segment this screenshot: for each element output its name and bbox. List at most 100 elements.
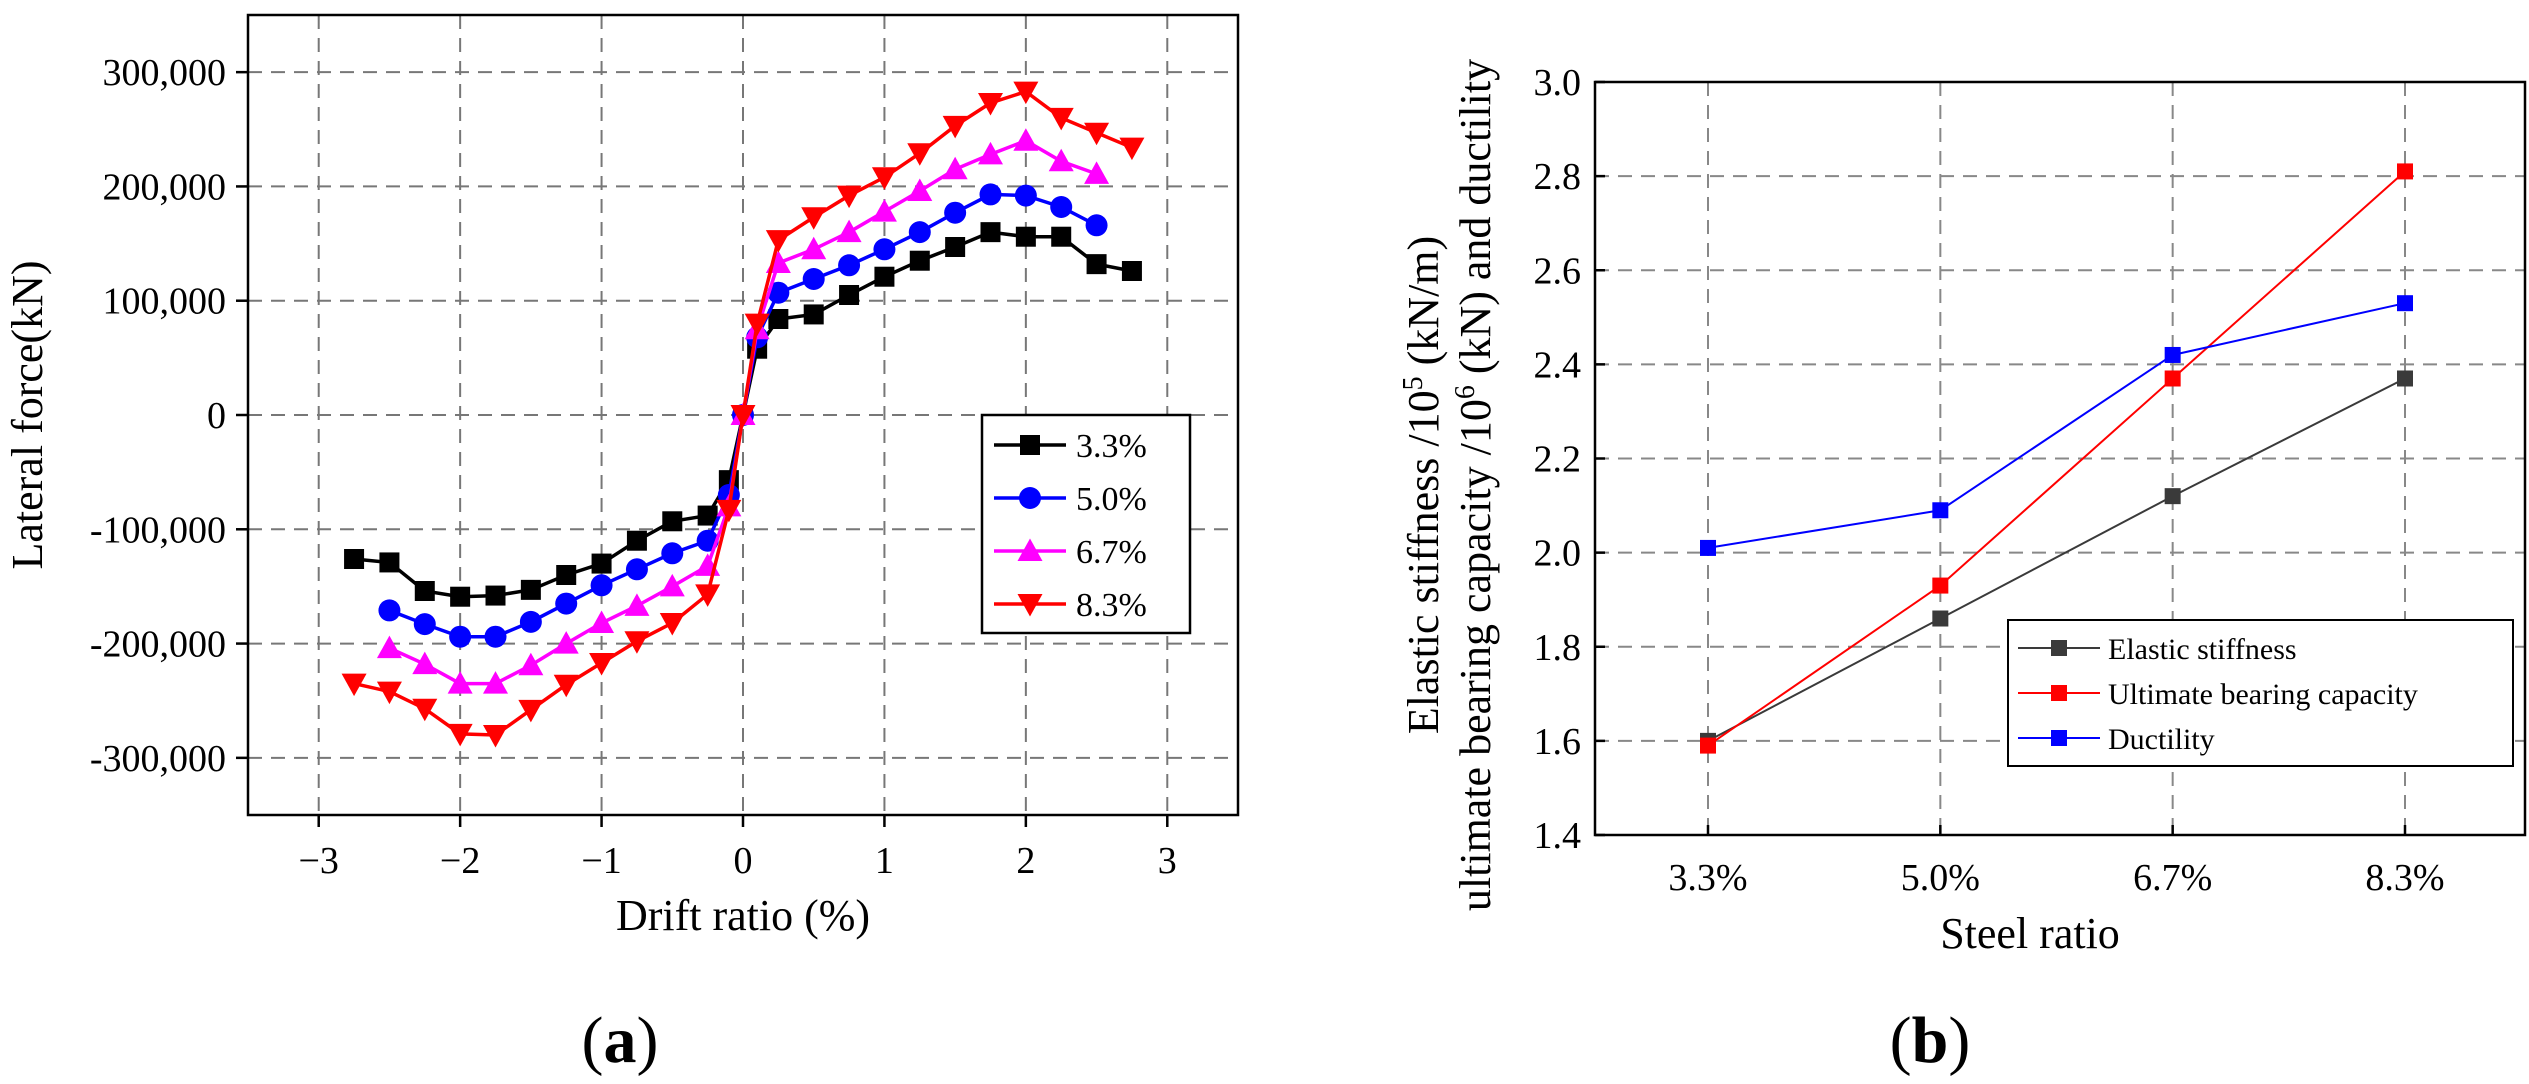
panel-label-b: (b) [1890, 1004, 1971, 1077]
data-point [1084, 161, 1110, 184]
data-point [2397, 370, 2413, 387]
data-point [1700, 737, 1716, 754]
data-point [942, 156, 968, 180]
data-point [802, 268, 825, 290]
data-point [589, 653, 615, 676]
legend-label: Ultimate bearing capacity [2108, 678, 2418, 711]
data-point [483, 671, 508, 694]
x-axis-label-b: Steel ratio [1940, 909, 2120, 958]
data-point [1051, 226, 1072, 247]
chart-panel-a: −3 −2 −1 0 1 2 3 -300,000 -200,000 -100,000 0 100,0… [3, 13, 1240, 940]
data-point [744, 313, 770, 337]
data-point [907, 178, 933, 201]
data-point [447, 671, 473, 694]
data-point [945, 237, 966, 257]
data-point [767, 281, 790, 304]
data-point [1013, 128, 1039, 151]
data-point [626, 530, 647, 551]
y-axis-label-b-line1: Elastic stiffness /105 (kN/m) [1398, 236, 1448, 734]
y-tick-label: 200,000 [103, 166, 227, 208]
legend-label: 3.3% [1076, 428, 1147, 465]
data-point [555, 592, 578, 615]
y-tick-label: 1.4 [1534, 815, 1582, 857]
data-point [1086, 254, 1107, 275]
data-point [449, 625, 472, 648]
x-tick-label: 3.3% [1668, 857, 1747, 899]
data-point [556, 565, 577, 585]
data-point [2164, 346, 2181, 363]
data-point [520, 579, 541, 600]
data-point [624, 593, 650, 616]
legend-marker [1019, 487, 1041, 509]
data-point [483, 725, 508, 748]
x-tick-label: 6.7% [2133, 857, 2212, 899]
x-tick-label: 1 [875, 840, 894, 882]
data-point [1932, 577, 1949, 594]
y-tick-label: 0 [207, 395, 226, 437]
legend-marker [1020, 435, 1040, 455]
data-point [341, 673, 367, 697]
data-point [1048, 107, 1074, 131]
data-point [871, 199, 897, 222]
x-tick-label: −3 [298, 840, 338, 882]
data-point [662, 511, 683, 532]
legend-label: 6.7% [1076, 534, 1147, 571]
x-tick-label: 3 [1158, 840, 1177, 882]
legend-marker [2051, 640, 2067, 656]
data-point [590, 574, 613, 597]
data-point [1048, 148, 1074, 172]
y-tick-label: 2.0 [1534, 533, 1582, 575]
data-point [978, 141, 1003, 165]
data-point [978, 93, 1003, 116]
y-tick-label: 2.6 [1534, 250, 1582, 292]
data-point [624, 631, 650, 654]
data-point [768, 309, 789, 329]
y-tick-label: 2.2 [1534, 439, 1582, 481]
y-tick-label: 2.4 [1534, 344, 1582, 386]
data-point [979, 183, 1002, 206]
data-point [1084, 122, 1110, 146]
data-point [838, 254, 861, 277]
legend-label: 8.3% [1076, 587, 1147, 624]
data-point [944, 201, 967, 224]
data-point [659, 573, 685, 597]
data-point [1121, 261, 1142, 281]
x-tick-label: 0 [734, 840, 753, 882]
series-line-2 [1707, 302, 2406, 549]
series-line-1 [1707, 170, 2406, 747]
chart-panel-b: 3.3% 5.0% 6.7% 8.3% 1.4 1.6 1.8 2.0 2.2 2.4 2.6 2.8… [1534, 62, 2527, 958]
y-axis-label-b-line2: ultimate bearing capacity /106 (kN) and … [1450, 59, 1500, 911]
y-axis-label-a: Lateral force(kN) [3, 260, 52, 569]
data-point [379, 552, 400, 573]
legend-label: Elastic stiffness [2108, 633, 2297, 666]
data-point [1700, 539, 1716, 556]
x-tick-label: 2 [1016, 840, 1035, 882]
data-point [589, 610, 615, 633]
data-point [344, 549, 365, 569]
data-point [1119, 137, 1145, 161]
data-point [730, 405, 756, 428]
data-point [376, 681, 402, 705]
legend-label: Ductility [2108, 723, 2215, 756]
x-tick-label: 5.0% [1901, 857, 1980, 899]
data-point [871, 167, 897, 190]
x-axis-label-a: Drift ratio (%) [616, 891, 870, 940]
data-point [801, 207, 827, 230]
data-point [909, 250, 930, 271]
data-point [447, 723, 473, 747]
data-point [518, 652, 544, 676]
x-tick-label: −1 [581, 840, 621, 882]
data-point [908, 221, 931, 244]
data-point [942, 115, 968, 139]
data-point [1014, 184, 1037, 207]
data-point [695, 584, 721, 607]
series-line-0 [1707, 377, 2406, 742]
data-point [2164, 488, 2181, 505]
data-point [2397, 295, 2413, 312]
legend-label: 5.0% [1076, 481, 1147, 518]
data-point [836, 185, 862, 209]
data-point [1015, 226, 1036, 247]
data-point [518, 699, 544, 723]
data-point [1932, 610, 1949, 627]
data-point [765, 230, 791, 253]
